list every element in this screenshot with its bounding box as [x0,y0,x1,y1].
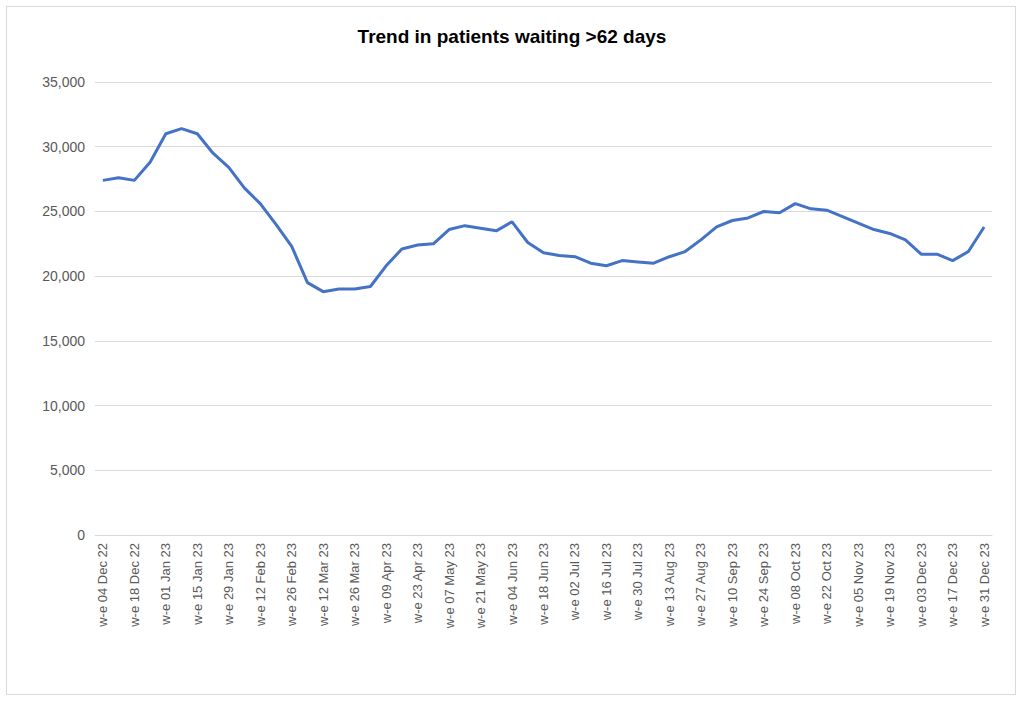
svg-text:w-e 18 Dec 22: w-e 18 Dec 22 [127,543,142,628]
svg-text:w-e 19 Nov 23: w-e 19 Nov 23 [882,543,897,628]
svg-text:w-e 16 Jul 23: w-e 16 Jul 23 [599,543,614,621]
svg-text:w-e 21 May 23: w-e 21 May 23 [473,543,488,629]
svg-text:w-e 02 Jul 23: w-e 02 Jul 23 [567,543,582,621]
svg-text:w-e 13 Aug 23: w-e 13 Aug 23 [662,543,677,627]
svg-text:w-e 04 Jun 23: w-e 04 Jun 23 [505,543,520,626]
svg-text:w-e 30 Jul 23: w-e 30 Jul 23 [630,543,645,621]
svg-text:w-e 24 Sep 23: w-e 24 Sep 23 [756,543,771,628]
svg-text:w-e 07 May 23: w-e 07 May 23 [442,543,457,629]
svg-text:w-e 26 Feb 23: w-e 26 Feb 23 [284,543,299,627]
svg-text:w-e 03 Dec 23: w-e 03 Dec 23 [914,543,929,628]
svg-text:w-e 12 Feb 23: w-e 12 Feb 23 [253,543,268,627]
svg-text:w-e 10 Sep 23: w-e 10 Sep 23 [725,543,740,628]
svg-text:15,000: 15,000 [42,333,85,349]
svg-text:w-e 15 Jan 23: w-e 15 Jan 23 [190,543,205,626]
svg-text:w-e 12 Mar 23: w-e 12 Mar 23 [316,543,331,627]
svg-text:w-e 18 Jun 23: w-e 18 Jun 23 [536,543,551,626]
svg-text:0: 0 [77,527,85,543]
svg-text:30,000: 30,000 [42,139,85,155]
svg-text:w-e 22 Oct 23: w-e 22 Oct 23 [819,543,834,625]
svg-text:Trend in patients waiting >62: Trend in patients waiting >62 days [358,26,667,47]
svg-text:25,000: 25,000 [42,203,85,219]
svg-text:w-e 01 Jan 23: w-e 01 Jan 23 [158,543,173,626]
svg-text:w-e 27 Aug 23: w-e 27 Aug 23 [693,543,708,627]
svg-text:w-e 08 Oct 23: w-e 08 Oct 23 [788,543,803,625]
svg-text:w-e 04 Dec 22: w-e 04 Dec 22 [95,543,110,628]
svg-text:35,000: 35,000 [42,74,85,90]
svg-text:w-e 26 Mar 23: w-e 26 Mar 23 [347,543,362,627]
svg-text:w-e 29 Jan 23: w-e 29 Jan 23 [221,543,236,626]
svg-text:w-e 31 Dec 23: w-e 31 Dec 23 [977,543,992,628]
svg-text:10,000: 10,000 [42,398,85,414]
svg-text:w-e 17 Dec 23: w-e 17 Dec 23 [945,543,960,628]
svg-text:w-e 05 Nov 23: w-e 05 Nov 23 [851,543,866,628]
svg-text:w-e 09 Apr 23: w-e 09 Apr 23 [379,543,394,624]
svg-text:20,000: 20,000 [42,268,85,284]
svg-text:w-e 23 Apr 23: w-e 23 Apr 23 [410,543,425,624]
svg-text:5,000: 5,000 [50,462,85,478]
